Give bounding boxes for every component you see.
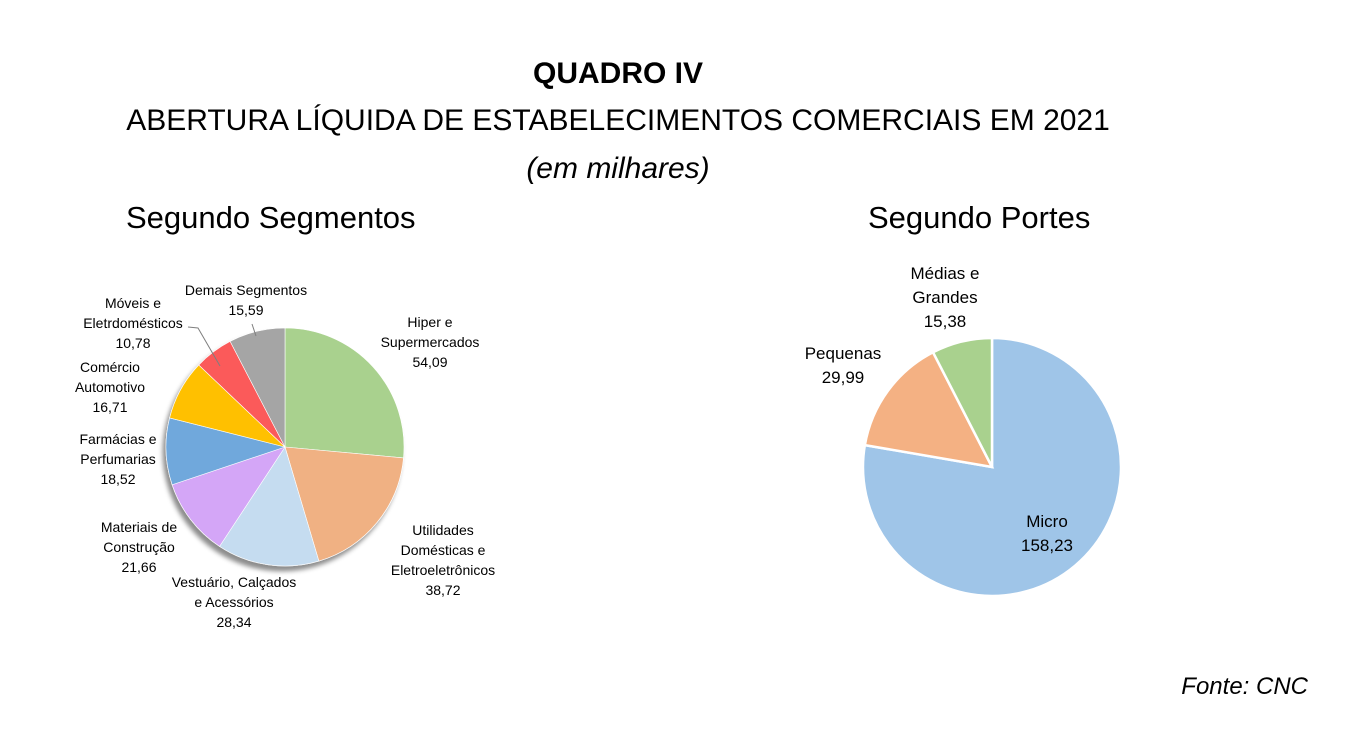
source-note: Fonte: CNC [1181,673,1308,700]
sizes-pie-labels: Micro 158,23 Pequenas 29,99 Médias e Grandes 1… [805,264,1073,555]
sizes-chart-title: Segundo Portes [868,200,1091,235]
leader-line-demais-segmentos [251,323,257,337]
slice-label-moveis-e-eletrdomesticos: Móveis e Eletrdomésticos 10,78 [83,295,183,351]
slice-label-medias-e-grandes: Médias e Grandes 15,38 [911,264,980,331]
pie-slice-demais-segmentos [229,327,286,448]
slice-label-materiais-de-construcao: Materiais de Construção 21,66 [101,519,177,575]
slice-label-hiper-e-supermercados: Hiper e Supermercados 54,09 [381,314,480,370]
slice-label-micro: Micro 158,23 [1021,512,1073,555]
slice-label-pequenas: Pequenas 29,99 [805,344,882,387]
segments-chart-title: Segundo Segmentos [126,200,416,235]
chart-subtitle: ABERTURA LÍQUIDA DE ESTABELECIMENTOS COM… [126,104,1110,137]
chart-main-title: QUADRO IV [532,57,703,90]
slice-label-vestuario-calcados-e-acessorios: Vestuário, Calçados e Acessórios 28,34 [172,574,297,630]
pie-slice-materiais-de-construcao [171,446,286,547]
pie-slice-vestuario-calcados-e-acessorios [219,446,320,567]
segments-pie-labels: Hiper e Supermercados 54,09 Utilidades Domés… [75,282,495,630]
slice-label-farmacias-e-perfumarias: Farmácias e Perfumarias 18,52 [79,431,156,487]
pie-slice-pequenas [863,350,995,469]
sizes-pie [861,336,1123,598]
slice-label-demais-segmentos: Demais Segmentos 15,59 [185,282,307,318]
chart-unit: (em milhares) [526,152,710,185]
pie-slice-hiper-e-supermercados [284,327,405,459]
pie-slice-utilidades-domesticas-e-eletroeletronicos [284,446,404,562]
slice-label-comercio-automotivo: Comércio Automotivo 16,71 [75,359,145,415]
pie-slice-medias-e-grandes [931,336,994,468]
slice-label-utilidades-domesticas-e-eletroeletronicos: Utilidades Domésticas e Eletroeletrônicos 3… [391,522,495,598]
leader-line-moveis-e-eletrdomesticos [187,326,221,367]
title-block: QUADRO IV ABERTURA LÍQUIDA DE ESTABELECI… [0,52,1236,192]
segments-pie [165,327,405,567]
